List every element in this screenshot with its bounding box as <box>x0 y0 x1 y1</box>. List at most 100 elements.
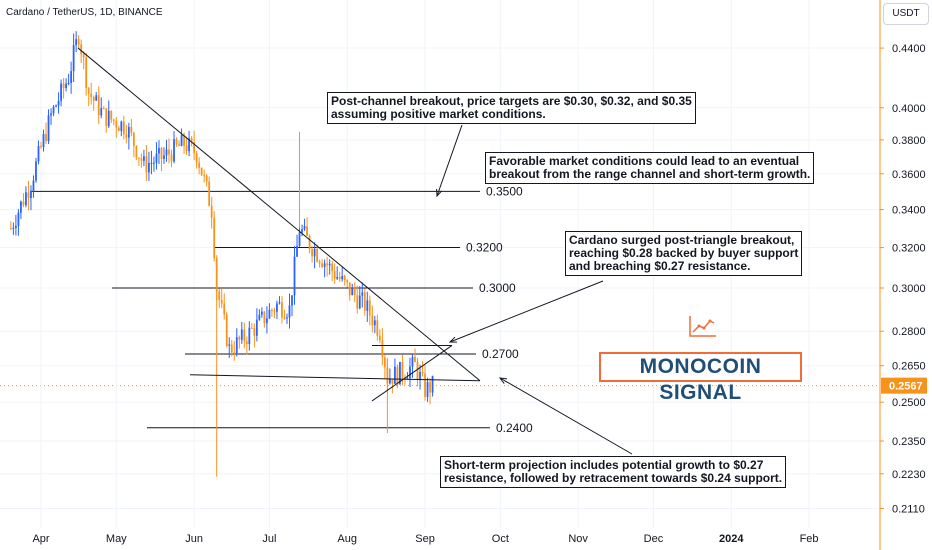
candle-body <box>87 88 90 94</box>
candle-body <box>361 292 364 296</box>
candle-body <box>117 127 120 132</box>
monocoin-signal-logo: MONOCOIN SIGNAL <box>599 352 802 404</box>
y-tick-label: 0.2500 <box>892 397 926 409</box>
candle-body <box>70 71 73 84</box>
candle-body <box>286 317 288 319</box>
candle-body <box>20 201 22 213</box>
candle-body <box>210 205 213 218</box>
candle-body <box>27 192 30 199</box>
candle-body <box>391 378 394 384</box>
candle-body <box>268 309 271 319</box>
candle-body <box>12 228 15 230</box>
annotation-text: Post-channel breakout, price targets are… <box>331 94 692 121</box>
candle-body <box>293 256 296 296</box>
candle-body <box>235 337 238 353</box>
annotation-arrows <box>436 124 633 455</box>
chart-header-title: Cardano / TetherUS, 1D, BINANCE <box>6 7 163 18</box>
candle-body <box>394 366 396 384</box>
candle-body <box>303 226 306 230</box>
candle-body <box>125 134 128 138</box>
x-tick-label: May <box>106 533 127 545</box>
candle-body <box>145 156 148 173</box>
trendline <box>189 374 481 382</box>
candle-body <box>178 144 180 146</box>
candle-body <box>60 83 62 101</box>
arrow-head <box>498 377 508 384</box>
candle-body <box>373 320 376 326</box>
candle-body <box>45 133 47 141</box>
candle-body <box>240 329 243 340</box>
annotation-text: Short-term projection includes potential… <box>444 458 783 485</box>
x-tick-label: Jun <box>185 533 203 545</box>
candle-body <box>85 57 88 89</box>
candle-body <box>32 180 35 191</box>
candle-body <box>343 275 346 281</box>
candle-body <box>55 105 57 107</box>
candle-body <box>238 337 241 340</box>
candle-body <box>245 341 248 345</box>
candle-body <box>208 181 211 206</box>
candle-body <box>301 229 303 233</box>
currency-button[interactable]: USDT <box>883 3 929 25</box>
candle-body <box>228 344 231 346</box>
candle-body <box>346 280 349 283</box>
x-tick-label: 2024 <box>719 533 744 545</box>
candle-body <box>35 161 37 181</box>
candle-body <box>409 366 411 379</box>
trendline <box>77 47 481 382</box>
candle-body <box>414 357 416 363</box>
candle-body <box>15 225 17 229</box>
candle-body <box>313 248 316 257</box>
y-tick-label: 0.3600 <box>892 169 926 181</box>
candle-body <box>122 121 125 135</box>
candle-body <box>148 163 150 173</box>
candle-body <box>82 54 85 58</box>
candle-body <box>170 154 173 162</box>
candle-body <box>308 235 311 250</box>
candle-body <box>165 149 168 156</box>
candle-body <box>273 310 276 312</box>
candle-body <box>203 175 206 177</box>
candle-body <box>175 139 178 145</box>
candle-body <box>396 366 399 385</box>
candle-body <box>97 95 100 116</box>
candle-body <box>378 335 381 341</box>
candle-body <box>195 153 198 163</box>
candle-body <box>155 153 158 163</box>
x-tick-label: Dec <box>644 533 664 545</box>
candle-body <box>371 315 374 326</box>
candle-body <box>37 146 40 162</box>
candle-body <box>72 45 75 72</box>
candle-body <box>399 361 401 385</box>
annotation-price-targets: Post-channel breakout, price targets are… <box>327 92 696 124</box>
candle-body <box>328 263 331 266</box>
candlestick-series <box>9 31 434 477</box>
x-tick-label: Nov <box>568 533 588 545</box>
level-label: 0.2700 <box>482 347 519 361</box>
support-resistance-levels: 0.3500 0.3200 0.3000 0.2700 0.2400 <box>30 184 533 435</box>
candle-body <box>132 132 135 147</box>
candle-body <box>419 371 421 380</box>
candle-body <box>356 295 359 309</box>
candle-body <box>9 228 12 230</box>
x-tick-label: Aug <box>337 533 357 545</box>
y-tick-label: 0.2800 <box>892 326 926 338</box>
candle-body <box>143 156 145 161</box>
candle-body <box>296 246 298 257</box>
candle-body <box>160 148 163 159</box>
candle-body <box>381 340 384 358</box>
candle-body <box>353 287 356 296</box>
candle-body <box>230 344 233 353</box>
candle-body <box>368 300 371 316</box>
y-tick-label: 0.3400 <box>892 205 926 217</box>
candle-body <box>180 134 183 146</box>
candle-body <box>92 97 95 101</box>
candle-body <box>110 110 113 120</box>
candle-body <box>75 39 78 46</box>
candle-body <box>266 318 268 324</box>
candle-body <box>112 119 115 121</box>
candle-body <box>153 162 155 164</box>
candle-body <box>388 378 391 384</box>
candle-body <box>102 108 105 110</box>
candle-body <box>401 361 404 378</box>
